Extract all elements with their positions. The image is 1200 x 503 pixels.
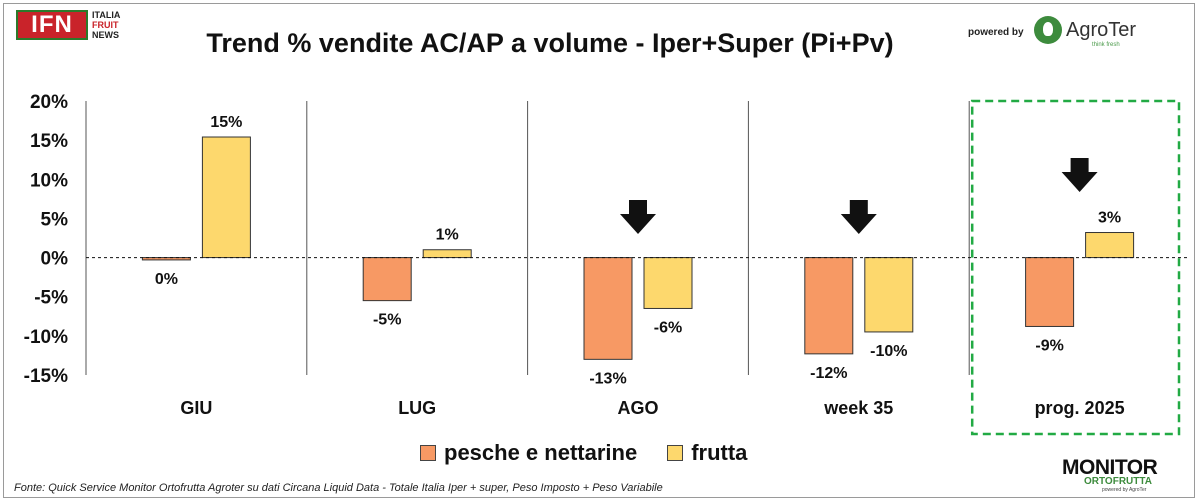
data-label-pesche: -9% xyxy=(1035,337,1063,354)
y-tick-label: 20% xyxy=(30,92,68,113)
data-label-pesche: -5% xyxy=(373,312,401,329)
y-tick-label: 15% xyxy=(30,131,68,152)
data-label-frutta: 1% xyxy=(436,227,459,244)
data-label-frutta: 15% xyxy=(210,114,242,131)
down-arrow-icon xyxy=(840,200,877,234)
x-category-label: week 35 xyxy=(823,398,893,418)
powered-by-text: powered by xyxy=(968,27,1024,38)
chart-frame xyxy=(3,3,1195,498)
agroter-logo-name: AgroTer xyxy=(1066,19,1137,41)
data-label-pesche: -12% xyxy=(810,365,847,382)
ifn-logo-line2: FRUIT xyxy=(92,20,119,30)
agroter-logo-tagline: think fresh xyxy=(1092,42,1120,48)
data-label-pesche: 0% xyxy=(155,271,178,288)
y-tick-label: -15% xyxy=(24,366,68,387)
legend-swatch-frutta xyxy=(667,445,684,461)
monitor-ortofrutta-logo: MONITOR ORTOFRUTTA powered by AgroTer xyxy=(1062,456,1192,496)
data-label-frutta: 3% xyxy=(1098,210,1121,227)
y-tick-label: 0% xyxy=(41,249,69,270)
data-label-pesche: -13% xyxy=(589,370,626,387)
bar-pesche xyxy=(1025,257,1075,327)
x-category-label: prog. 2025 xyxy=(1035,398,1125,418)
agroter-logo: AgroTer think fresh xyxy=(1034,16,1154,50)
legend-item-frutta: frutta xyxy=(667,440,747,466)
bar-pesche xyxy=(362,257,412,302)
bar-pesche xyxy=(804,257,854,355)
bar-frutta xyxy=(1085,232,1135,259)
legend-label-pesche: pesche e nettarine xyxy=(444,440,638,465)
y-tick-label: 5% xyxy=(41,209,69,230)
down-arrow-icon xyxy=(620,200,656,234)
bar-frutta xyxy=(643,257,693,309)
bar-pesche xyxy=(583,257,633,360)
down-arrow-icon xyxy=(1061,158,1098,192)
ifn-logo-line3: NEWS xyxy=(92,30,119,40)
data-label-frutta: -6% xyxy=(654,319,682,336)
source-note: Fonte: Quick Service Monitor Ortofrutta … xyxy=(14,482,663,494)
ifn-logo-line1: ITALIA xyxy=(92,10,121,20)
legend-label-frutta: frutta xyxy=(691,440,748,465)
legend-item-pesche: pesche e nettarine xyxy=(420,440,637,466)
ifn-logo: IFN ITALIA FRUIT NEWS xyxy=(16,10,136,44)
bar-frutta xyxy=(864,257,914,333)
monitor-logo-big: MONITOR xyxy=(1062,456,1158,479)
bar-frutta xyxy=(201,136,251,259)
data-label-frutta: -10% xyxy=(870,343,907,360)
ifn-logo-text: ITALIA FRUIT NEWS xyxy=(92,10,120,40)
y-tick-label: 10% xyxy=(30,170,68,191)
monitor-logo-small: ORTOFRUTTA xyxy=(1084,476,1152,487)
y-tick-label: -10% xyxy=(24,327,68,348)
bar-frutta xyxy=(422,249,472,259)
x-category-label: LUG xyxy=(398,398,436,418)
highlight-box xyxy=(970,99,1181,436)
chart-title: Trend % vendite AC/AP a volume - Iper+Su… xyxy=(206,28,894,58)
legend-swatch-pesche xyxy=(420,445,436,461)
agroter-logo-icon xyxy=(1034,16,1062,44)
legend: pesche e nettarine frutta xyxy=(420,438,777,468)
ifn-logo-mark: IFN xyxy=(16,10,88,40)
monitor-logo-tiny: powered by AgroTer xyxy=(1102,487,1147,493)
x-category-label: GIU xyxy=(180,398,212,418)
y-tick-label: -5% xyxy=(34,288,68,309)
x-category-label: AGO xyxy=(617,398,658,418)
